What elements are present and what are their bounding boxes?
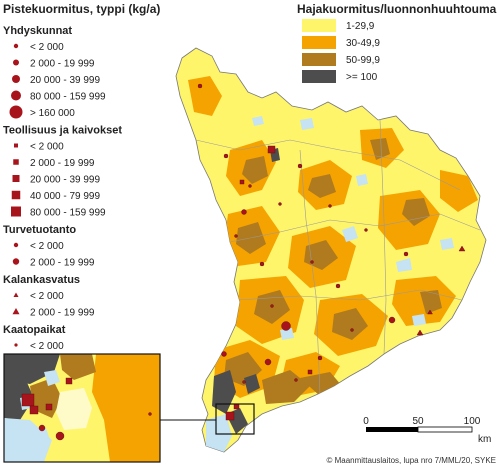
legend-item-label: 2 000 - 19 999 <box>30 258 95 269</box>
legend-class-label: 50-99,9 <box>346 55 380 66</box>
community-marker <box>317 355 323 361</box>
fish-farm-marker <box>427 309 433 315</box>
legend-class-label: 1-29,9 <box>346 21 375 32</box>
legend-triangle-symbol <box>12 308 20 315</box>
legend-class-label: 30-49,9 <box>346 38 380 49</box>
community-marker <box>403 251 409 257</box>
legend-item-label: 40 000 - 79 999 <box>30 191 100 202</box>
legend-item-label: < 2 000 <box>30 142 64 153</box>
legend-circle-symbol <box>13 242 19 248</box>
lakes <box>206 116 454 452</box>
point-load-markers <box>197 83 466 421</box>
scale-bar: 0 50 100 km <box>363 416 491 445</box>
community-marker <box>197 83 203 89</box>
legend-item-label: 80 000 - 159 999 <box>30 92 106 103</box>
community-marker <box>223 153 229 159</box>
legend-swatch <box>302 53 336 66</box>
legend-group-title: Turvetuotanto <box>3 224 76 236</box>
peat-marker <box>328 204 332 208</box>
legend-swatch <box>302 19 336 32</box>
legend-circle-symbol <box>12 75 20 83</box>
legend-item-label: 20 000 - 39 999 <box>30 75 100 86</box>
legend-swatch <box>302 70 336 83</box>
legend-square-symbol <box>14 143 18 148</box>
legend-item-label: < 2 000 <box>30 42 64 53</box>
map-credit: © Maanmittauslaitos, lupa nro 7/MML/20, … <box>326 456 496 465</box>
industry-marker <box>239 179 245 185</box>
legend-group-title: Yhdyskunnat <box>3 25 72 37</box>
legend-circle-symbol <box>13 43 19 49</box>
inset-map <box>3 353 161 463</box>
basin-boundaries <box>195 119 481 395</box>
peat-marker <box>278 202 282 206</box>
industry-marker <box>233 403 240 410</box>
legend-item-label: < 2 000 <box>30 291 64 302</box>
legend-circle-symbol <box>9 105 23 119</box>
legend-item-label: < 2 000 <box>30 241 64 252</box>
area-legend-title: Hajakuormitus/luonnonhuuhtouma (%) <box>297 2 500 16</box>
industry-marker <box>225 411 235 421</box>
community-marker <box>388 316 396 324</box>
point-load-legend: Pistekuormitus, typpi (kg/a) Yhdyskunnat <… <box>3 2 160 352</box>
legend-circle-symbol <box>14 343 18 347</box>
fish-farm-marker <box>458 245 466 252</box>
legend-triangle-symbol <box>13 292 19 297</box>
peat-marker <box>364 228 368 232</box>
scale-tick-100: 100 <box>464 416 481 427</box>
legend-swatch <box>302 36 336 49</box>
fish-farm-marker <box>416 329 424 336</box>
inset-markers <box>21 377 152 441</box>
legend-item-label: 2 000 - 19 999 <box>30 158 95 169</box>
legend-square-symbol <box>11 190 21 200</box>
legend-square-symbol <box>11 206 21 217</box>
community-marker <box>335 283 341 289</box>
legend-item-label: 2 000 - 19 999 <box>30 308 95 319</box>
legend-item-label: 80 000 - 159 999 <box>30 208 106 219</box>
legend-circle-symbol <box>12 258 20 265</box>
community-marker <box>221 351 227 357</box>
legend-group-title: Teollisuus ja kaivokset <box>3 125 122 137</box>
community-marker <box>264 358 272 366</box>
scale-tick-50: 50 <box>412 416 424 427</box>
legend-item-label: < 2 000 <box>30 341 64 352</box>
point-legend-title: Pistekuormitus, typpi (kg/a) <box>3 2 160 16</box>
legend-square-symbol <box>12 175 20 182</box>
community-marker <box>241 209 247 215</box>
peat-marker <box>350 328 354 332</box>
legend-circle-symbol <box>13 59 19 66</box>
peat-marker <box>310 260 314 264</box>
inset-locator-box <box>215 403 255 435</box>
legend-square-symbol <box>13 159 19 165</box>
legend-item-label: 20 000 - 39 999 <box>30 175 100 186</box>
landfill-marker <box>294 378 298 382</box>
community-marker <box>259 261 265 267</box>
peat-marker <box>234 234 238 238</box>
area-load-legend: Hajakuormitus/luonnonhuuhtouma (%) 1-29,9… <box>297 2 500 83</box>
peat-marker <box>248 184 252 188</box>
region-map <box>175 47 487 453</box>
community-marker <box>281 321 291 331</box>
legend-item-label: 2 000 - 19 999 <box>30 59 95 70</box>
legend-group-title: Kalankasvatus <box>3 274 80 286</box>
scale-tick-0: 0 <box>363 416 369 427</box>
industry-marker <box>267 145 276 154</box>
industry-marker <box>307 369 313 375</box>
peat-marker <box>270 304 274 308</box>
legend-class-label: >= 100 <box>346 72 378 83</box>
legend-item-label: > 160 000 <box>30 108 75 119</box>
landfill-marker <box>242 380 246 384</box>
scale-unit: km <box>478 434 491 445</box>
legend-group-title: Kaatopaikat <box>3 324 66 336</box>
legend-circle-symbol <box>11 90 21 101</box>
community-marker <box>297 163 303 169</box>
